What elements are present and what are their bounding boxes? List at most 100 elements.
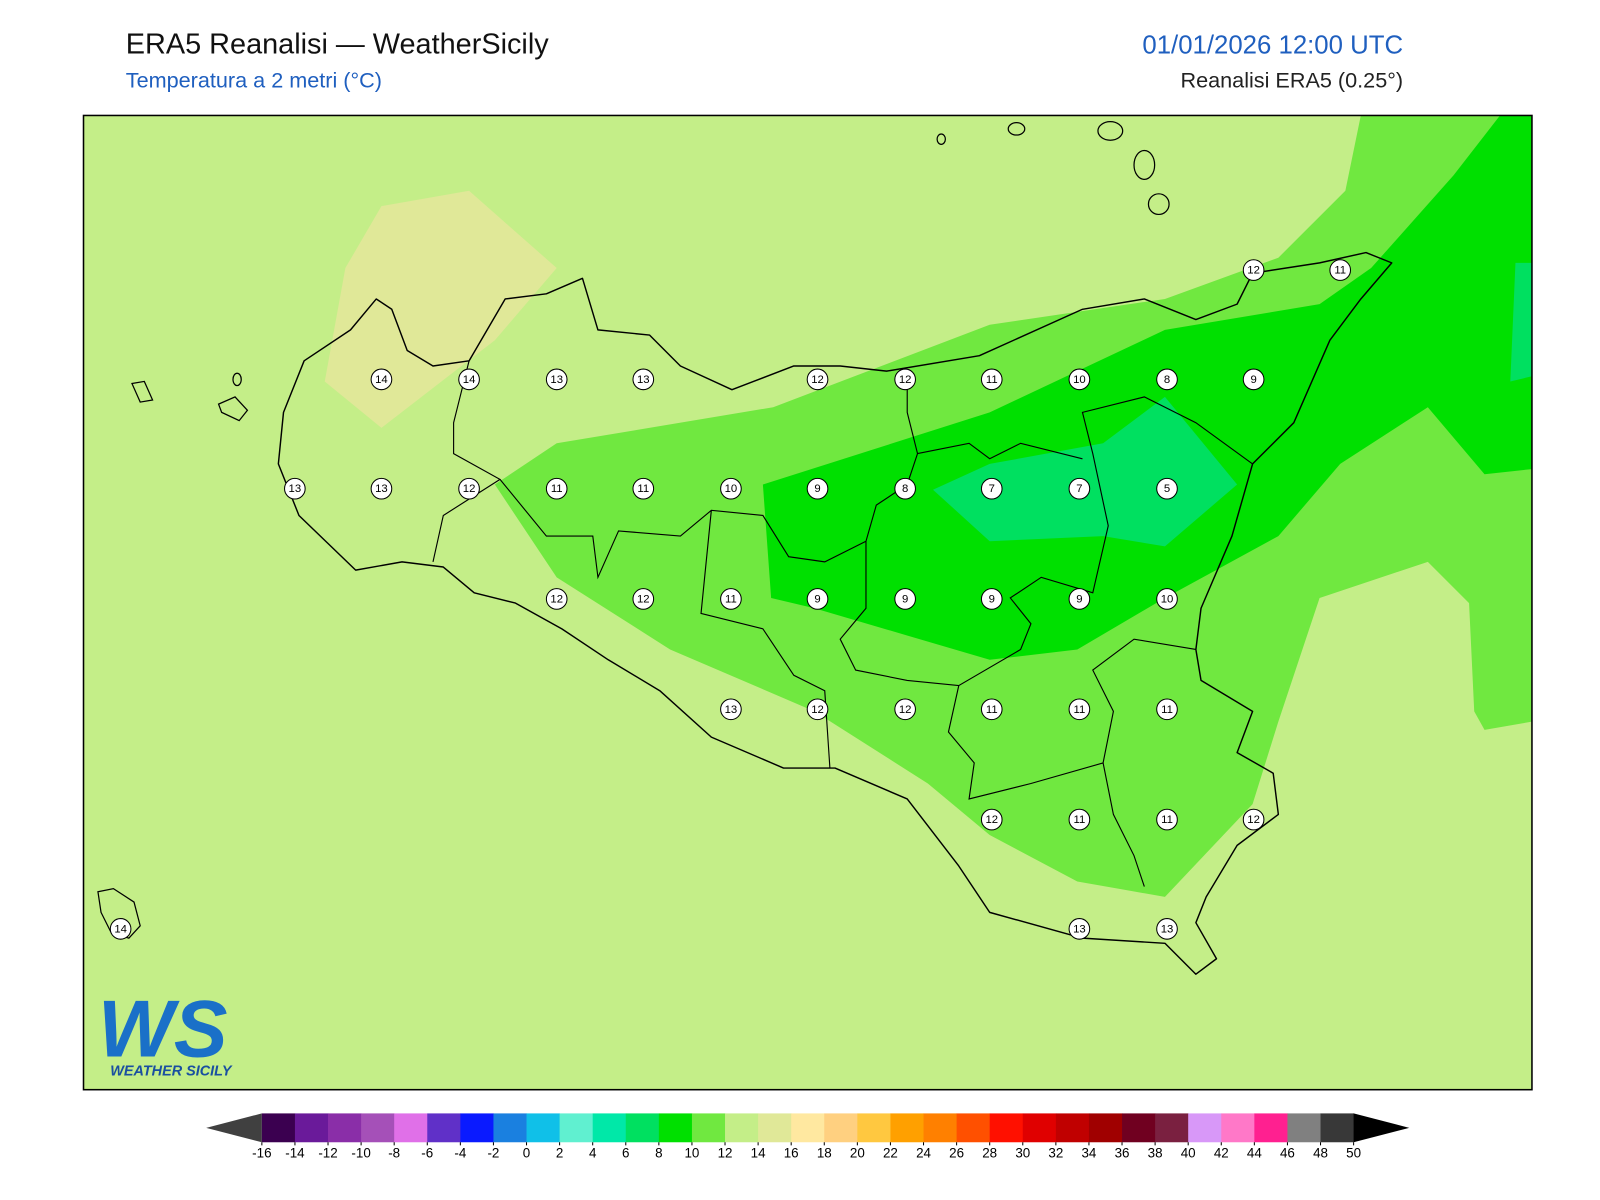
colorbar-tick-label: 24 bbox=[916, 1146, 931, 1161]
station: 11 bbox=[980, 698, 1003, 721]
logo-mark: WS bbox=[98, 985, 228, 1075]
station: 9 bbox=[1068, 588, 1091, 610]
station-value: 9 bbox=[814, 483, 820, 495]
station-value: 13 bbox=[550, 374, 563, 386]
station: 8 bbox=[894, 477, 916, 500]
station-marker bbox=[1068, 918, 1091, 940]
colorbar-box bbox=[427, 1113, 461, 1143]
colorbar-tick-label: 10 bbox=[684, 1146, 699, 1161]
station-value: 12 bbox=[637, 593, 650, 605]
colorbar-box bbox=[956, 1113, 991, 1143]
colorbar-box bbox=[1320, 1113, 1355, 1143]
colorbar-box bbox=[493, 1113, 527, 1143]
station-value: 11 bbox=[637, 483, 649, 495]
colorbar-box bbox=[526, 1113, 561, 1143]
source: Reanalisi ERA5 (0.25°) bbox=[1180, 68, 1403, 93]
station-value: 11 bbox=[986, 374, 998, 386]
colorbar-box bbox=[989, 1113, 1024, 1143]
colorbar-tick-label: -6 bbox=[421, 1146, 433, 1161]
station-marker bbox=[632, 368, 655, 391]
station: 11 bbox=[1156, 808, 1178, 831]
station-marker bbox=[632, 588, 655, 610]
station: 13 bbox=[720, 698, 742, 721]
colorbar-tick-label: 0 bbox=[523, 1146, 530, 1161]
station: 11 bbox=[1156, 698, 1178, 721]
colorbar-tick-label: 2 bbox=[556, 1146, 563, 1161]
colorbar-over bbox=[1353, 1113, 1410, 1143]
station-value: 5 bbox=[1164, 483, 1170, 495]
colorbar-box bbox=[658, 1113, 693, 1143]
station-marker bbox=[1156, 477, 1178, 500]
station-value: 12 bbox=[811, 374, 824, 386]
station: 12 bbox=[980, 808, 1003, 831]
field-6-8 bbox=[1510, 262, 1532, 382]
station-marker bbox=[720, 477, 742, 500]
station-value: 11 bbox=[725, 593, 737, 605]
station: 11 bbox=[1068, 808, 1091, 831]
station-value: 12 bbox=[899, 374, 912, 386]
station-marker bbox=[632, 477, 655, 500]
station: 12 bbox=[806, 698, 829, 721]
station: 12 bbox=[458, 477, 480, 500]
station-marker bbox=[894, 368, 916, 391]
station: 14 bbox=[370, 368, 393, 391]
station: 7 bbox=[980, 477, 1003, 500]
station: 9 bbox=[980, 588, 1003, 610]
station: 12 bbox=[894, 368, 916, 391]
colorbar-tick-label: 14 bbox=[751, 1146, 766, 1161]
station-value: 11 bbox=[1073, 814, 1085, 826]
colorbar-box bbox=[261, 1113, 296, 1143]
station: 12 bbox=[1242, 808, 1265, 831]
station-marker bbox=[1068, 698, 1091, 721]
station: 11 bbox=[980, 368, 1003, 391]
station-marker bbox=[545, 368, 568, 391]
colorbar-box bbox=[758, 1113, 792, 1143]
colorbar-box bbox=[791, 1113, 825, 1143]
station-value: 7 bbox=[1076, 483, 1082, 495]
colorbar-under bbox=[206, 1113, 262, 1143]
station-value: 9 bbox=[902, 593, 908, 605]
station-marker bbox=[980, 808, 1003, 831]
station-marker bbox=[806, 368, 829, 391]
sicily-coast bbox=[277, 251, 1393, 975]
station-marker bbox=[1068, 588, 1091, 610]
station: 11 bbox=[1329, 259, 1352, 281]
field-6-8 bbox=[932, 396, 1238, 547]
station-marker bbox=[1329, 259, 1352, 281]
colorbar-tick-label: -12 bbox=[318, 1146, 337, 1161]
title: ERA5 Reanalisi — WeatherSicily bbox=[126, 29, 549, 61]
colorbar-box bbox=[824, 1113, 858, 1143]
station-value: 10 bbox=[1161, 593, 1174, 605]
station-marker bbox=[1242, 808, 1265, 831]
station-marker bbox=[806, 588, 829, 610]
station: 13 bbox=[632, 368, 655, 391]
station-value: 13 bbox=[1161, 923, 1174, 935]
colorbar-tick-label: 12 bbox=[718, 1146, 733, 1161]
station-marker bbox=[894, 698, 916, 721]
colorbar-box bbox=[625, 1113, 660, 1143]
station-marker bbox=[980, 588, 1003, 610]
station-value: 11 bbox=[1161, 814, 1173, 826]
colorbar-box bbox=[294, 1113, 329, 1143]
colorbar-box bbox=[394, 1113, 428, 1143]
colorbar-box bbox=[328, 1113, 362, 1143]
colorbar-tick-label: 36 bbox=[1115, 1146, 1130, 1161]
station-marker bbox=[1068, 808, 1091, 831]
station: 10 bbox=[1068, 368, 1091, 391]
colorbar-box bbox=[890, 1113, 924, 1143]
station: 12 bbox=[632, 588, 655, 610]
colorbar-tick-label: -2 bbox=[487, 1146, 499, 1161]
station-marker bbox=[894, 477, 916, 500]
station-marker bbox=[1156, 808, 1178, 831]
station: 13 bbox=[284, 477, 306, 500]
station: 13 bbox=[370, 477, 393, 500]
station-marker bbox=[980, 368, 1003, 391]
station-value: 13 bbox=[637, 374, 650, 386]
station-marker bbox=[720, 698, 742, 721]
station: 9 bbox=[1242, 368, 1265, 391]
station-marker bbox=[458, 368, 480, 391]
logo-text: WEATHER SICILY bbox=[110, 1063, 233, 1079]
colorbar-box bbox=[857, 1113, 891, 1143]
station-value: 12 bbox=[1247, 265, 1260, 277]
